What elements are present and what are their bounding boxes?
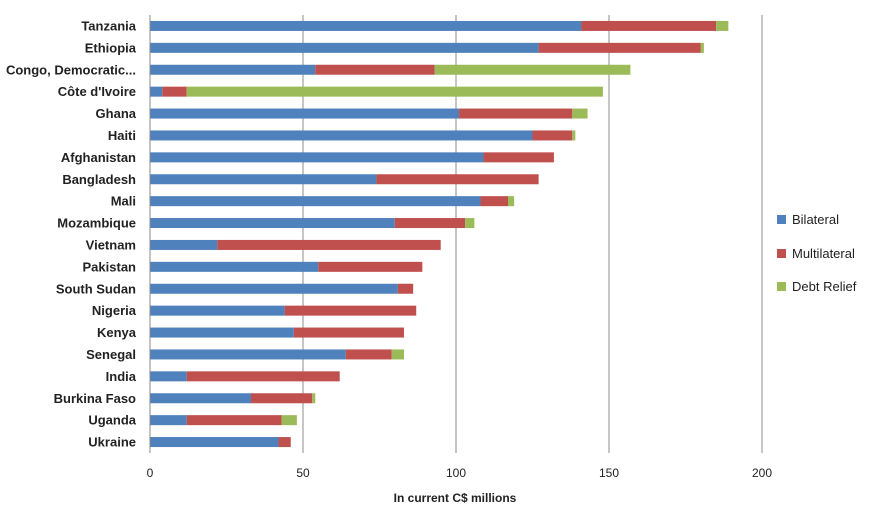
bar-segment: [150, 20, 582, 31]
category-label: Afghanistan: [61, 150, 136, 165]
category-label: Tanzania: [81, 18, 136, 33]
bar-segment: [150, 371, 187, 382]
legend-label: Multilateral: [792, 246, 855, 261]
bar-segment: [345, 349, 392, 360]
bar-segment: [150, 283, 398, 294]
bar-segment: [716, 20, 729, 31]
bar-segment: [150, 305, 285, 316]
x-tick-label: 100: [446, 466, 466, 480]
category-label: Mali: [111, 194, 136, 209]
bars: [150, 20, 729, 448]
bar-segment: [150, 196, 481, 207]
bar-segment: [150, 86, 163, 97]
bar-segment: [186, 371, 340, 382]
bar-segment: [150, 218, 395, 229]
x-axis-title: In current C$ millions: [394, 491, 517, 505]
bar-segment: [150, 108, 460, 119]
category-labels: Tanzania Ethiopia Congo, Democratic... Côte…: [6, 18, 137, 449]
bar-segment: [394, 218, 466, 229]
category-label: Congo, Democratic...: [6, 62, 136, 77]
bar-segment: [150, 174, 377, 185]
bar-segment: [250, 393, 313, 404]
bar-segment: [150, 415, 187, 426]
bar-segment: [532, 130, 573, 141]
bar-segment: [150, 261, 319, 272]
bar-segment: [150, 152, 484, 163]
category-label: India: [106, 369, 137, 384]
x-tick-label: 200: [752, 466, 772, 480]
legend-swatch: [777, 282, 786, 291]
bar-segment: [281, 415, 297, 426]
bar-segment: [581, 20, 717, 31]
category-label: Kenya: [97, 325, 137, 340]
x-tick-label: 150: [599, 466, 619, 480]
category-label: Mozambique: [57, 216, 136, 231]
tick-labels: 0 50 100 150 200: [147, 466, 773, 480]
category-label: Burkina Faso: [54, 391, 136, 406]
bar-segment: [483, 152, 554, 163]
bar-segment: [150, 64, 316, 75]
legend: Bilateral Multilateral Debt Relief: [777, 212, 857, 294]
bar-segment: [391, 349, 404, 360]
bar-segment: [480, 196, 509, 207]
bar-segment: [150, 239, 218, 250]
bar-segment: [162, 86, 187, 97]
gridlines: [302, 15, 763, 453]
legend-label: Debt Relief: [792, 279, 857, 294]
category-label: Ethiopia: [85, 40, 137, 55]
bar-segment: [150, 327, 294, 338]
category-label: Haiti: [108, 128, 136, 143]
legend-swatch: [777, 249, 786, 258]
bar-segment: [572, 130, 576, 141]
bar-segment: [217, 239, 441, 250]
bar-segment: [508, 196, 515, 207]
bar-segment: [434, 64, 631, 75]
legend-swatch: [777, 215, 786, 224]
category-label: Senegal: [86, 347, 136, 362]
legend-label: Bilateral: [792, 212, 839, 227]
category-label: Nigeria: [92, 303, 137, 318]
bar-segment: [150, 437, 279, 448]
bar-segment: [186, 415, 282, 426]
bar-segment: [459, 108, 573, 119]
bar-segment: [150, 393, 251, 404]
x-tick-label: 0: [147, 466, 154, 480]
bar-segment: [278, 437, 291, 448]
bar-segment: [293, 327, 404, 338]
category-label: Côte d'Ivoire: [58, 84, 136, 99]
category-label: South Sudan: [56, 281, 136, 296]
bar-segment: [150, 349, 346, 360]
category-label: Uganda: [88, 413, 136, 428]
bar-segment: [150, 130, 533, 141]
x-tick-label: 50: [296, 466, 310, 480]
bar-segment: [397, 283, 414, 294]
category-label: Pakistan: [83, 259, 137, 274]
category-label: Ghana: [96, 106, 137, 121]
bar-segment: [150, 42, 539, 53]
category-label: Ukraine: [88, 435, 136, 450]
bar-segment: [312, 393, 316, 404]
bar-segment: [538, 42, 701, 53]
bar-segment: [572, 108, 588, 119]
category-label: Bangladesh: [62, 172, 136, 187]
category-label: Vietnam: [86, 237, 136, 252]
bar-segment: [465, 218, 475, 229]
bar-segment: [318, 261, 423, 272]
bar-segment: [700, 42, 704, 53]
bar-segment: [376, 174, 539, 185]
bar-segment: [284, 305, 417, 316]
bar-segment: [186, 86, 603, 97]
bar-segment: [315, 64, 435, 75]
